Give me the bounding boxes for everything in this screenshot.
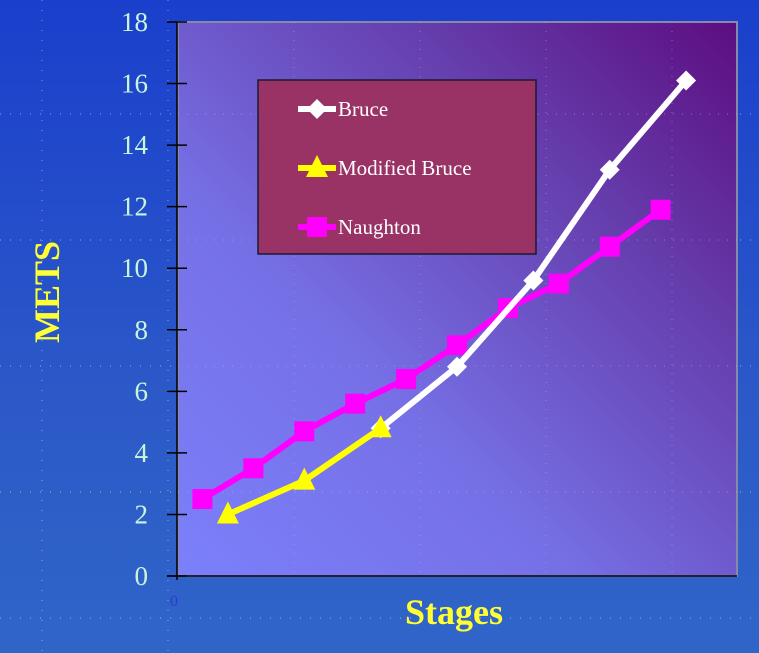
y-tick-label: 12 [121, 192, 148, 222]
diamond-marker-icon [599, 159, 620, 180]
x-axis-title: Stages [405, 592, 503, 632]
square-marker-icon [548, 273, 569, 294]
square-marker-icon [243, 458, 264, 479]
diamond-marker-icon [523, 270, 544, 291]
series-group [192, 70, 697, 524]
legend-label: Modified Bruce [338, 156, 472, 180]
y-tick-label: 6 [135, 376, 149, 406]
square-marker-icon [447, 335, 467, 356]
y-tick-label: 8 [135, 315, 149, 345]
legend-label: Bruce [338, 97, 388, 121]
y-tick-label: 10 [121, 253, 148, 283]
square-marker-icon [345, 393, 366, 414]
series-modified-bruce [216, 415, 392, 524]
series-line [200, 207, 663, 502]
diamond-marker-icon [447, 356, 467, 377]
triangle-marker-icon [306, 155, 328, 177]
diamond-marker-icon [307, 99, 327, 119]
legend-item: Naughton [298, 215, 421, 239]
legend-item: Modified Bruce [298, 155, 472, 180]
triangle-marker-icon [293, 467, 316, 490]
diamond-marker-icon [676, 70, 697, 91]
y-tick-label: 2 [135, 499, 149, 529]
square-marker-icon [599, 236, 620, 257]
y-tick-label: 16 [121, 69, 148, 99]
x-origin-label: 0 [170, 593, 178, 610]
y-tick-label: 18 [121, 7, 148, 37]
y-tick-label: 4 [135, 438, 149, 468]
legend-label: Naughton [338, 215, 421, 239]
y-tick-label: 0 [135, 561, 149, 591]
legend-item: Bruce [298, 97, 388, 121]
y-axis-title: METS [27, 241, 67, 343]
series-naughton [192, 199, 671, 510]
square-marker-icon [294, 421, 315, 442]
legend: Bruce Modified Bruce Naughton [257, 79, 537, 255]
y-axis-ticks: 0 2 4 6 8 10 12 14 16 18 [121, 7, 187, 591]
y-tick-label: 14 [121, 130, 149, 160]
square-marker-icon [396, 369, 417, 390]
square-marker-icon [307, 217, 327, 237]
triangle-marker-icon [216, 501, 239, 524]
triangle-marker-icon [369, 415, 392, 438]
square-marker-icon [650, 199, 671, 220]
square-marker-icon [192, 489, 213, 510]
